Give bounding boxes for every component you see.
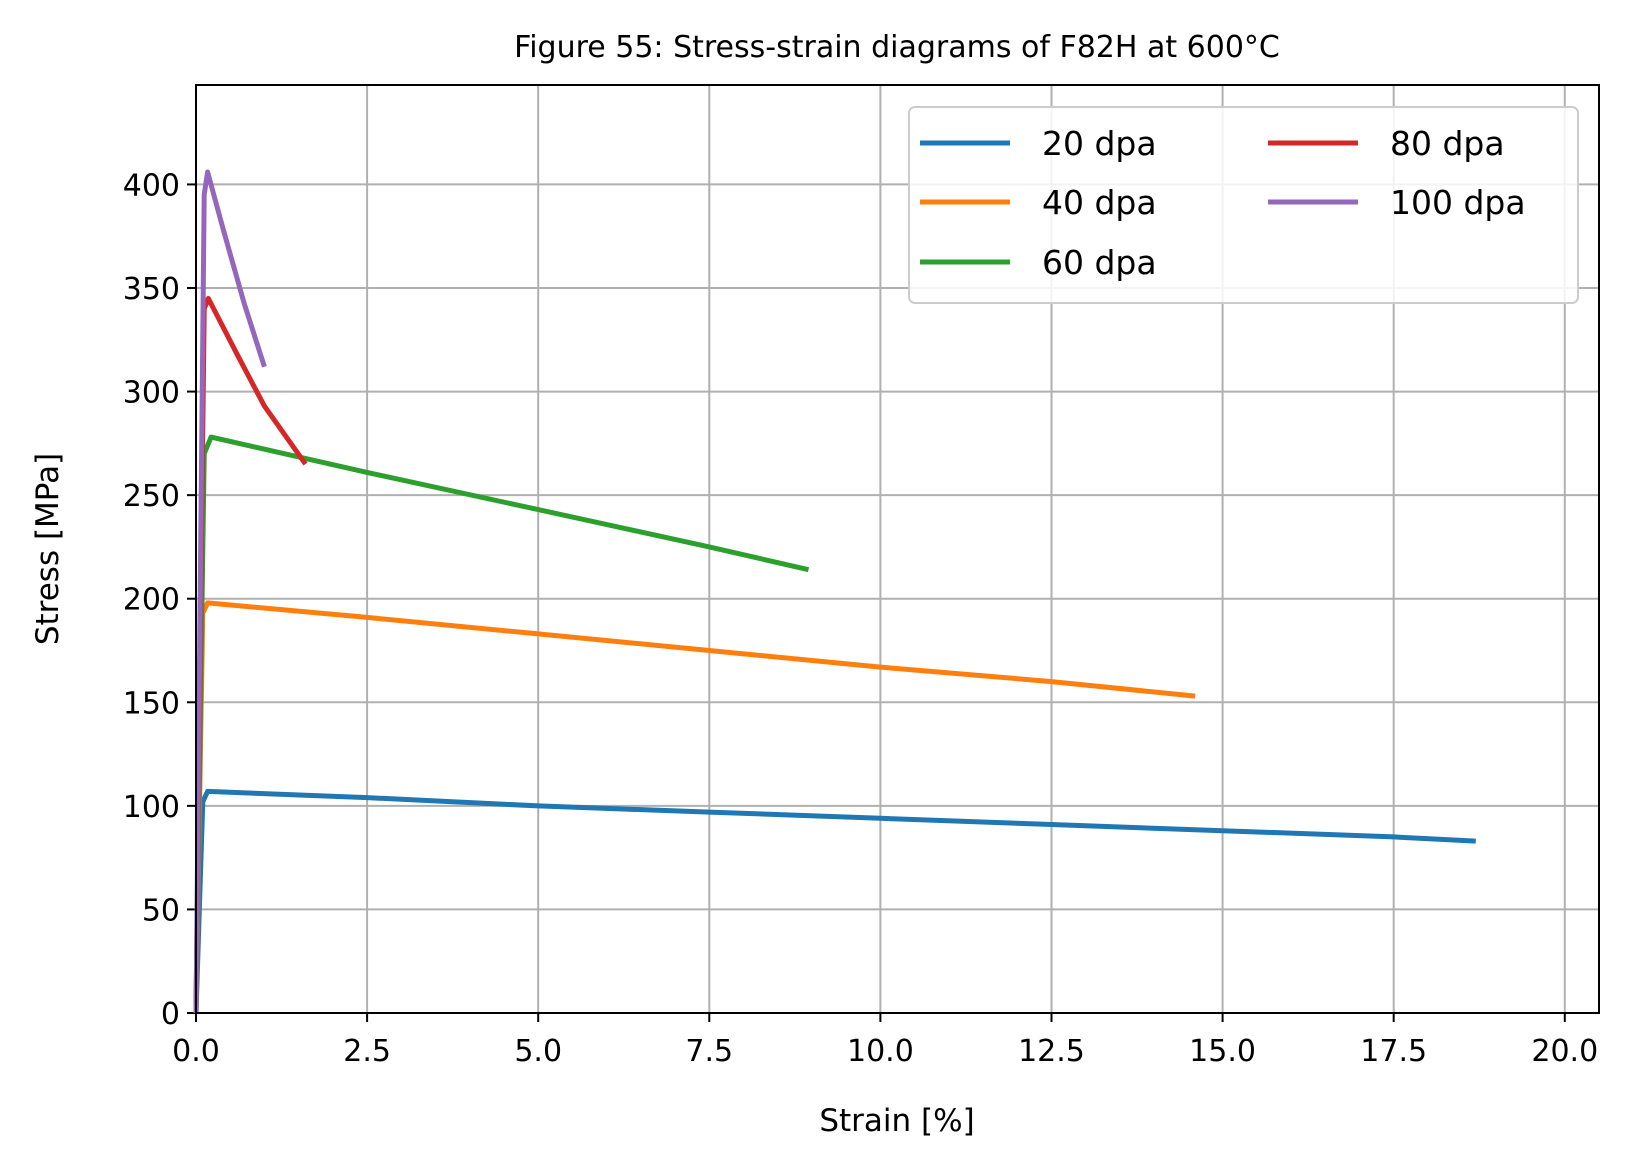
x-tick-label: 5.0 (514, 1034, 562, 1069)
x-tick-label: 17.5 (1360, 1034, 1427, 1069)
y-axis-label: Stress [MPa] (30, 453, 66, 645)
legend-label: 20 dpa (1042, 124, 1157, 163)
legend-label: 40 dpa (1042, 183, 1157, 222)
legend-box (908, 106, 1579, 304)
legend-label: 60 dpa (1042, 243, 1157, 282)
x-tick-label: 2.5 (343, 1034, 391, 1069)
legend-label: 80 dpa (1390, 124, 1505, 163)
x-tick-label: 12.5 (1018, 1034, 1085, 1069)
x-tick-label: 10.0 (847, 1034, 914, 1069)
legend-label: 100 dpa (1390, 183, 1526, 222)
x-axis-label: Strain [%] (819, 1103, 974, 1139)
chart-title: Figure 55: Stress-strain diagrams of F82… (514, 30, 1280, 65)
x-tick-label: 15.0 (1189, 1034, 1256, 1069)
y-tick-label: 400 (123, 168, 180, 203)
series-line-100-dpa (193, 169, 267, 1014)
plot-frame (195, 84, 1600, 1014)
y-tick-label: 150 (123, 686, 180, 721)
y-tick-label: 250 (123, 479, 180, 514)
y-tick-label: 350 (123, 272, 180, 307)
x-tick-label: 0.0 (172, 1034, 220, 1069)
data-series (193, 169, 1476, 1014)
legend: 20 dpa 40 dpa 60 dpa 80 dpa 100 dpa (908, 106, 1579, 304)
y-tick-label: 0 (161, 997, 180, 1032)
y-tick-label: 100 (123, 790, 180, 825)
series-line-20-dpa (193, 788, 1476, 1014)
y-tick-label: 200 (123, 583, 180, 618)
x-tick-label: 20.0 (1531, 1034, 1598, 1069)
y-tick-label: 300 (123, 376, 180, 411)
x-tick-label: 7.5 (685, 1034, 733, 1069)
axis-ticks: 0.0 2.5 5.0 7.5 10.0 12.5 15.0 17.5 20.0 0 50 100 15… (123, 168, 1598, 1069)
y-tick-label: 50 (142, 893, 180, 928)
